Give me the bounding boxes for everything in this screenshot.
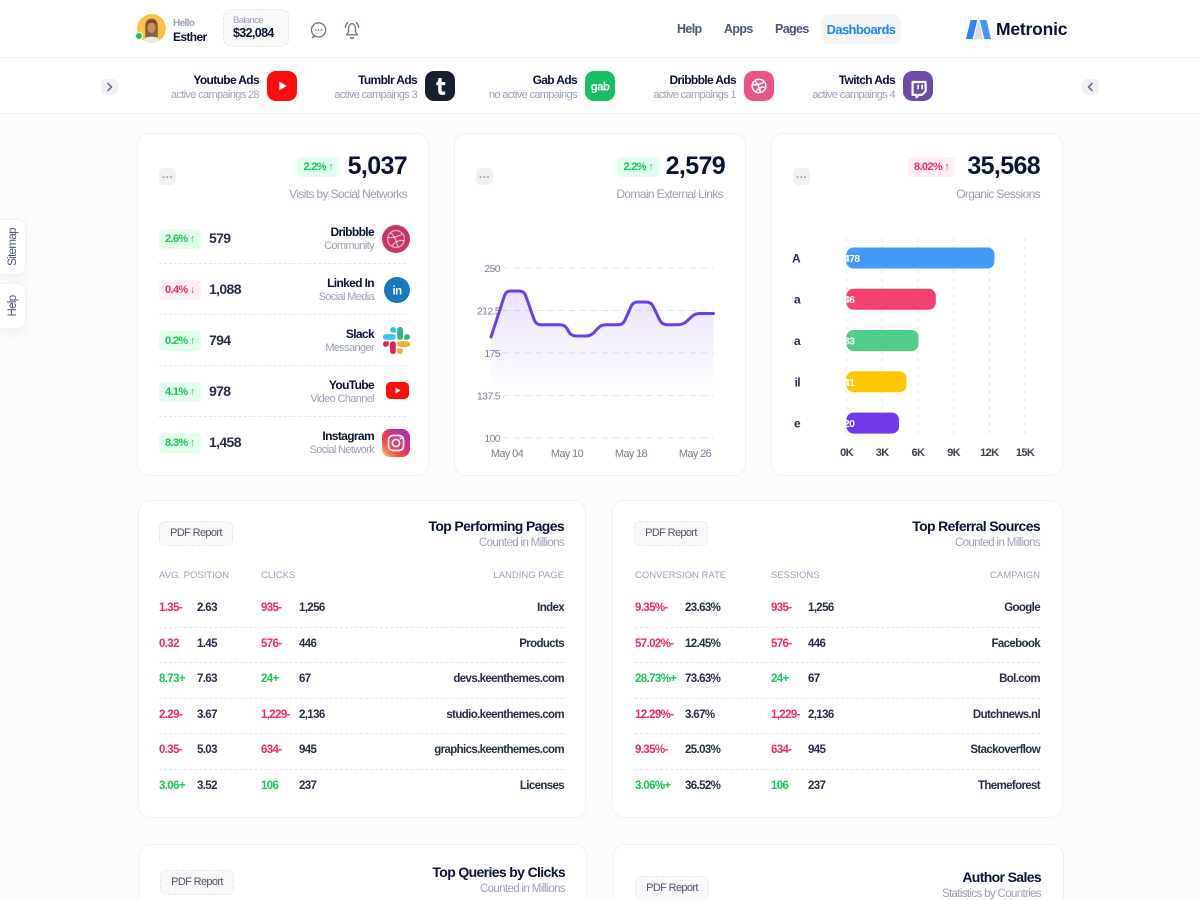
svg-text:May 10: May 10 — [551, 448, 584, 460]
svg-text:0K: 0K — [840, 447, 853, 459]
svg-text:3K: 3K — [876, 447, 889, 459]
svg-text:250: 250 — [484, 263, 500, 275]
svg-text:6,083: 6,083 — [831, 336, 855, 348]
svg-text:100: 100 — [484, 433, 500, 445]
svg-text:5,041: 5,041 — [831, 377, 855, 389]
svg-text:May 04: May 04 — [491, 448, 524, 460]
svg-text:in: in — [393, 286, 403, 298]
svg-text:9K: 9K — [947, 447, 960, 459]
svg-text:7,546: 7,546 — [831, 294, 855, 306]
svg-text:a: a — [794, 293, 801, 307]
svg-text:e: e — [794, 417, 801, 431]
svg-text:6K: 6K — [912, 447, 925, 459]
svg-text:15K: 15K — [1016, 447, 1035, 459]
svg-text:12,478: 12,478 — [831, 253, 860, 265]
svg-text:212.5: 212.5 — [477, 306, 501, 318]
svg-text:A: A — [792, 252, 801, 266]
svg-text:May 18: May 18 — [615, 448, 648, 460]
svg-text:il: il — [795, 375, 801, 389]
svg-text:gab: gab — [591, 82, 610, 94]
svg-text:a: a — [794, 334, 801, 348]
svg-text:4,420: 4,420 — [831, 418, 855, 430]
svg-text:May 26: May 26 — [679, 448, 712, 460]
svg-text:12K: 12K — [980, 447, 999, 459]
